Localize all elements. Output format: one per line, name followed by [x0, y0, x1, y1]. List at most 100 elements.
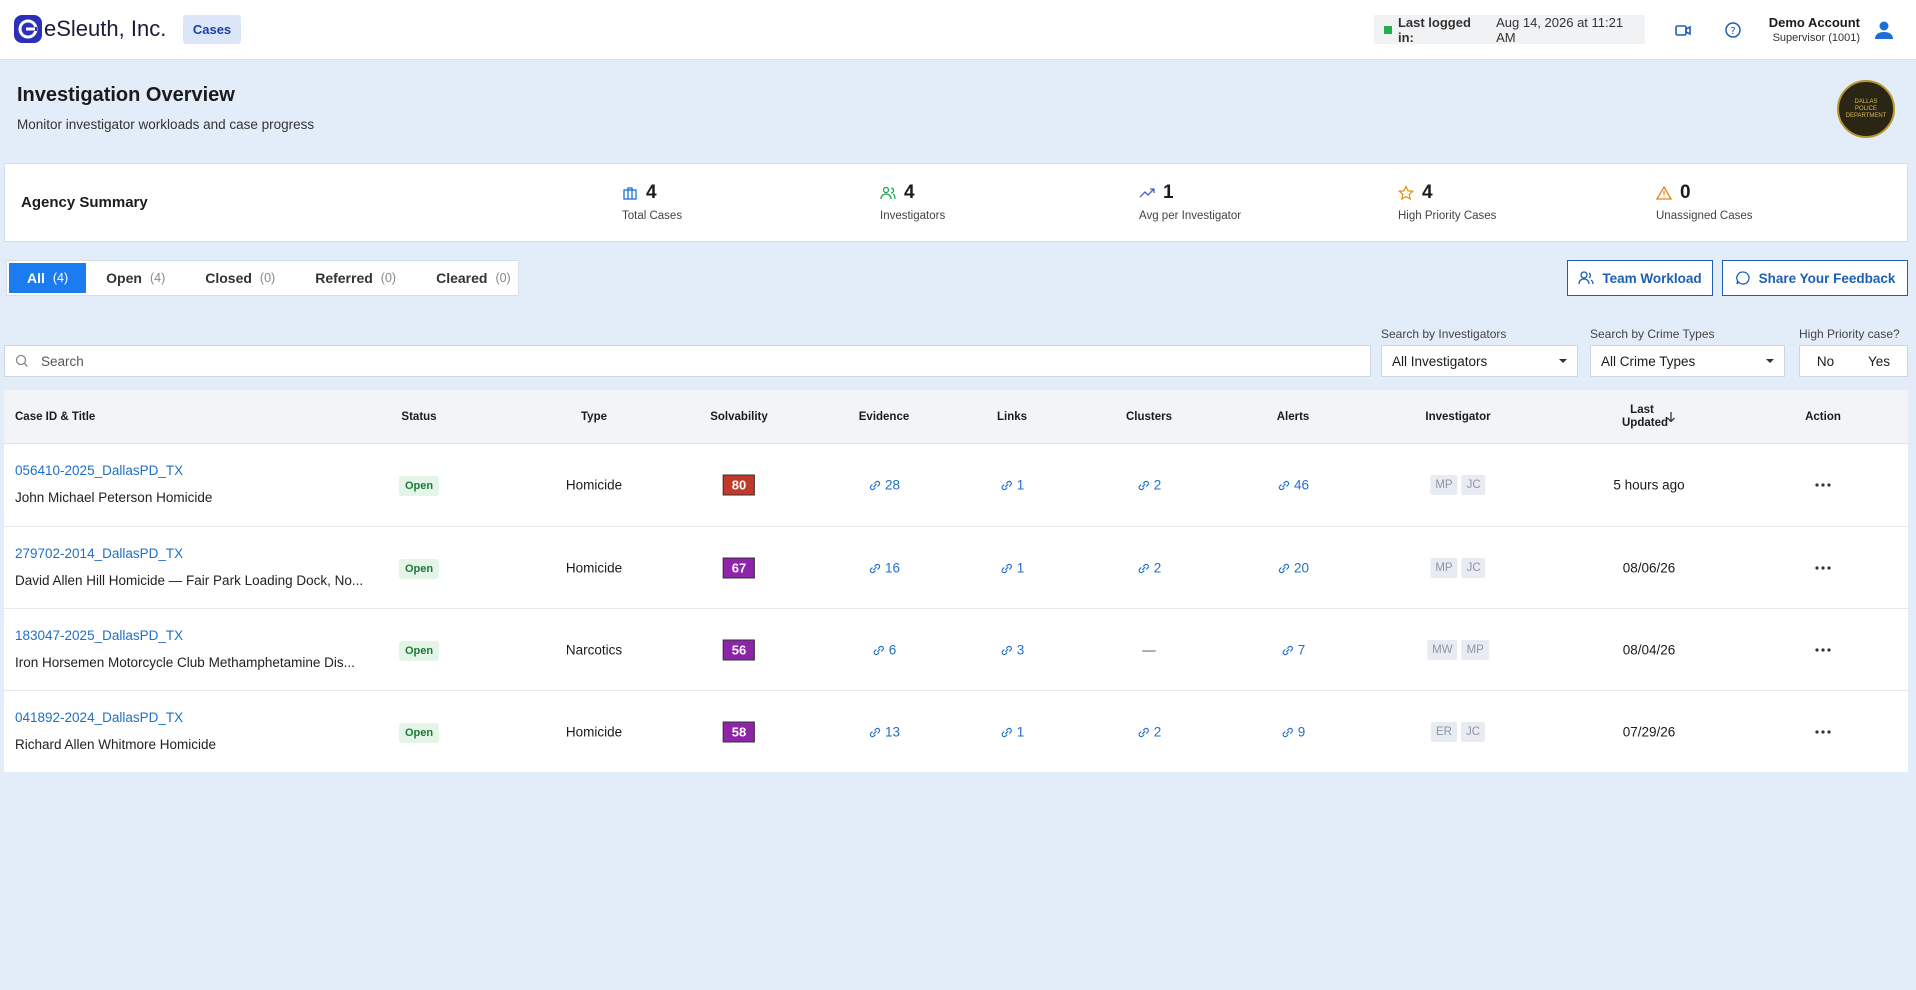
stat-value: 4 — [904, 182, 915, 203]
evidence-cell[interactable]: 16 — [868, 561, 900, 576]
investigator-chip[interactable]: MP — [1461, 640, 1489, 660]
select-value: All Crime Types — [1601, 353, 1696, 369]
action-menu[interactable] — [1814, 729, 1832, 735]
clusters-cell[interactable]: 2 — [1137, 478, 1161, 493]
feedback-button[interactable]: Share Your Feedback — [1722, 260, 1908, 296]
investigator-chip[interactable]: MW — [1427, 640, 1458, 660]
link-icon — [1282, 727, 1293, 737]
alerts-count: 46 — [1293, 477, 1310, 493]
column-label: Links — [996, 411, 1028, 423]
links-cell[interactable]: 3 — [1000, 642, 1025, 658]
case-id-link[interactable]: 056410-2025_DallasPD_TX — [15, 463, 184, 478]
column-label: Last Updated — [1622, 404, 1668, 429]
stat-row: 1 — [1139, 182, 1241, 204]
link-icon — [1001, 727, 1012, 737]
help-icon[interactable]: ? — [1724, 21, 1742, 39]
column-label: Clusters — [1125, 411, 1173, 423]
column-header: Action — [1805, 411, 1841, 423]
stat-icon — [880, 186, 896, 200]
investigator-chip[interactable]: JC — [1460, 722, 1486, 742]
solvability-cell: 80 — [722, 474, 756, 496]
case-id-link[interactable]: 041892-2024_DallasPD_TX — [15, 710, 184, 725]
link-icon — [1282, 645, 1293, 655]
type-cell: Homicide — [566, 725, 622, 740]
video-icon[interactable] — [1674, 21, 1692, 39]
investigator-chip[interactable]: MP — [1430, 475, 1458, 495]
evidence-cell[interactable]: 13 — [868, 725, 900, 740]
table-row: 041892-2024_DallasPD_TX Richard Allen Whi… — [4, 690, 1908, 772]
links-count: 3 — [1016, 642, 1025, 658]
clusters-cell[interactable]: 2 — [1137, 725, 1161, 740]
tab-label: All — [27, 270, 45, 286]
evidence-count: 16 — [884, 560, 901, 576]
links-cell[interactable]: 1 — [1000, 725, 1024, 740]
investigator-chip[interactable]: MP — [1430, 558, 1458, 578]
clusters-count: 2 — [1153, 560, 1162, 576]
tab-label: Referred — [315, 270, 373, 286]
links-cell[interactable]: 1 — [1000, 478, 1024, 493]
tab[interactable]: All (4) — [9, 263, 87, 293]
column-header: Status — [401, 411, 436, 423]
investigator-chip[interactable]: JC — [1461, 558, 1486, 578]
last-updated-cell: 08/04/26 — [1623, 643, 1676, 658]
user-icon[interactable] — [1873, 19, 1895, 41]
team-workload-button[interactable]: Team Workload — [1567, 260, 1713, 296]
links-cell[interactable]: 1 — [1000, 561, 1024, 576]
filter-label: High Priority case? — [1799, 327, 1900, 341]
link-icon — [1138, 563, 1149, 573]
last-login: Last logged in: Aug 14, 2026 at 11:21 AM — [1374, 14, 1645, 45]
alerts-cell[interactable]: 20 — [1277, 561, 1309, 576]
status-cell: Open — [398, 559, 440, 579]
alerts-cell[interactable]: 9 — [1281, 724, 1306, 740]
alerts-count: 20 — [1293, 560, 1310, 576]
column-header: Clusters — [1126, 411, 1172, 423]
investigator-cell: ER JC — [1430, 722, 1486, 742]
case-id-link[interactable]: 279702-2014_DallasPD_TX — [15, 546, 184, 561]
alerts-count: 9 — [1297, 724, 1306, 740]
last-updated: 07/29/26 — [1622, 724, 1676, 740]
evidence-count: 6 — [888, 642, 897, 658]
nav-cases[interactable]: Cases — [183, 15, 241, 44]
search-input[interactable]: Search — [4, 345, 1371, 377]
evidence-cell[interactable]: 6 — [872, 642, 897, 658]
evidence-cell[interactable]: 28 — [868, 478, 900, 493]
priority-toggle: No Yes — [1799, 345, 1908, 377]
column-header: Investigator — [1425, 411, 1490, 423]
stat-icon — [1139, 188, 1155, 198]
solvability-cell: 67 — [722, 557, 756, 579]
alerts-cell[interactable]: 46 — [1277, 478, 1309, 493]
caret — [1766, 359, 1774, 363]
link-icon — [1278, 480, 1290, 490]
stat-icon — [1656, 185, 1672, 200]
investigator-chip[interactable]: ER — [1430, 722, 1457, 742]
stat-icon — [623, 187, 637, 200]
tab[interactable]: Referred (0) — [295, 263, 416, 293]
tab[interactable]: Open (4) — [86, 263, 185, 293]
stat-label: Investigators — [880, 210, 946, 222]
case-id-link[interactable]: 183047-2025_DallasPD_TX — [15, 628, 184, 643]
clusters-cell[interactable]: 2 — [1137, 560, 1162, 576]
alerts-cell[interactable]: 7 — [1281, 643, 1305, 658]
crime-select[interactable]: All Crime Types — [1590, 345, 1785, 377]
column-label: Evidence — [858, 411, 910, 423]
login-label: Last logged in: — [1397, 14, 1471, 45]
action-menu[interactable] — [1814, 647, 1832, 653]
type-cell: Homicide — [566, 478, 622, 493]
link-icon — [1138, 727, 1149, 737]
action-menu[interactable] — [1814, 482, 1832, 488]
investigator-chip[interactable]: JC — [1461, 475, 1486, 495]
sort-icon — [1667, 412, 1675, 423]
tab[interactable]: Closed (0) — [185, 263, 295, 293]
clusters-cell: — — [1142, 643, 1156, 658]
toggle-option[interactable]: No — [1816, 353, 1835, 369]
investigator-select[interactable]: All Investigators — [1381, 345, 1578, 377]
caret — [1559, 359, 1567, 363]
select-value: All Investigators — [1392, 353, 1488, 369]
tab[interactable]: Cleared (0) — [416, 263, 531, 293]
more-icon — [1815, 566, 1831, 570]
toggle-option[interactable]: Yes — [1868, 353, 1891, 369]
status-cell: Open — [398, 476, 440, 496]
action-menu[interactable] — [1814, 565, 1832, 571]
column-label: Status — [401, 411, 437, 423]
